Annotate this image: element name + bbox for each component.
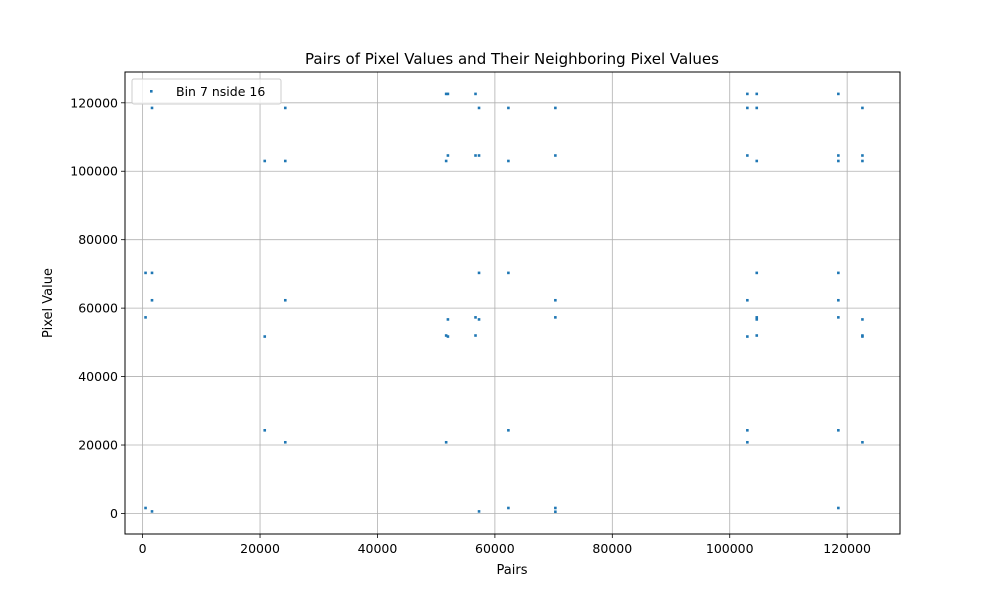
scatter-point	[755, 106, 759, 110]
scatter-point	[746, 154, 749, 157]
scatter-point	[837, 159, 840, 163]
scatter-point	[837, 506, 840, 510]
scatter-point	[837, 429, 840, 432]
scatter-point	[446, 335, 450, 338]
scatter-point	[474, 92, 477, 96]
scatter-point	[837, 154, 840, 157]
scatter-point	[474, 154, 477, 157]
scatter-point	[861, 335, 864, 338]
scatter-point	[755, 159, 759, 163]
scatter-point	[150, 271, 154, 275]
x-tick-label: 0	[139, 541, 147, 556]
scatter-point	[507, 106, 510, 110]
scatter-point	[477, 510, 481, 513]
y-tick-label: 40000	[78, 369, 118, 384]
x-axis-ticks: 0 20000 40000 60000 80000 100000 120000	[139, 534, 871, 556]
scatter-point	[446, 318, 450, 321]
scatter-point	[554, 154, 557, 157]
y-axis-ticks: 0 20000 40000 60000 80000 100000 120000	[70, 95, 125, 521]
legend: Bin 7 nside 16	[131, 78, 282, 105]
data-points	[144, 92, 864, 514]
y-axis-label: Pixel Value	[41, 268, 56, 338]
scatter-point	[554, 510, 557, 514]
scatter-point	[746, 106, 749, 110]
x-axis-label: Pairs	[497, 563, 528, 578]
scatter-point	[144, 316, 147, 319]
scatter-point	[150, 106, 154, 110]
x-tick-label: 20000	[240, 541, 280, 556]
legend-entry-label: Bin 7 nside 16	[176, 84, 265, 99]
scatter-point	[755, 316, 759, 319]
scatter-point	[477, 318, 481, 321]
scatter-point	[837, 298, 840, 302]
scatter-point	[444, 440, 448, 444]
scatter-point	[283, 159, 287, 163]
plot-area-frame	[124, 71, 901, 535]
scatter-point	[283, 298, 287, 302]
scatter-point	[554, 316, 557, 319]
scatter-point	[746, 298, 749, 302]
scatter-point	[861, 159, 864, 163]
scatter-point	[755, 271, 759, 275]
scatter-point	[263, 429, 267, 432]
scatter-point	[283, 440, 287, 444]
scatter-point	[554, 106, 557, 110]
scatter-point	[474, 316, 477, 319]
scatter-point	[837, 92, 840, 96]
scatter-point	[283, 106, 287, 110]
scatter-point	[746, 440, 749, 444]
scatter-point	[507, 271, 510, 275]
scatter-point	[507, 429, 510, 432]
scatter-point	[150, 510, 154, 513]
x-tick-label: 40000	[358, 541, 398, 556]
grid-lines	[125, 72, 900, 534]
chart-title: Pairs of Pixel Values and Their Neighbor…	[305, 50, 719, 68]
scatter-point	[507, 506, 510, 510]
scatter-point	[837, 271, 840, 275]
scatter-point	[755, 334, 759, 337]
legend-marker	[150, 90, 153, 93]
scatter-point	[861, 318, 864, 321]
scatter-point	[554, 298, 557, 302]
scatter-point	[507, 159, 510, 163]
y-tick-label: 60000	[78, 301, 118, 316]
y-tick-label: 80000	[78, 232, 118, 247]
scatter-point	[263, 335, 267, 338]
scatter-point	[444, 159, 448, 163]
scatter-point	[755, 318, 759, 321]
x-tick-label: 120000	[823, 541, 871, 556]
scatter-point	[263, 159, 267, 163]
x-tick-label: 100000	[706, 541, 754, 556]
scatter-point	[444, 92, 448, 96]
scatter-point	[861, 154, 864, 157]
scatter-point	[746, 429, 749, 432]
scatter-point	[477, 154, 481, 157]
scatter-point	[477, 106, 481, 110]
scatter-point	[837, 316, 840, 319]
x-tick-label: 60000	[475, 541, 515, 556]
scatter-point	[444, 334, 448, 337]
scatter-point	[554, 506, 557, 510]
scatter-point	[144, 506, 147, 510]
scatter-point	[150, 298, 154, 302]
scatter-point	[474, 334, 477, 337]
scatter-point	[861, 106, 864, 110]
legend-box	[131, 78, 282, 105]
y-tick-label: 0	[110, 506, 118, 521]
scatter-point	[861, 440, 864, 444]
scatter-point	[144, 271, 147, 275]
scatter-point	[746, 335, 749, 338]
x-tick-label: 80000	[592, 541, 632, 556]
y-tick-label: 100000	[70, 164, 118, 179]
scatter-point	[755, 92, 759, 96]
scatter-point	[477, 271, 481, 275]
scatter-point	[446, 154, 450, 157]
scatter-point	[746, 92, 749, 96]
y-tick-label: 120000	[70, 95, 118, 110]
scatter-point	[446, 92, 450, 96]
y-tick-label: 20000	[78, 438, 118, 453]
